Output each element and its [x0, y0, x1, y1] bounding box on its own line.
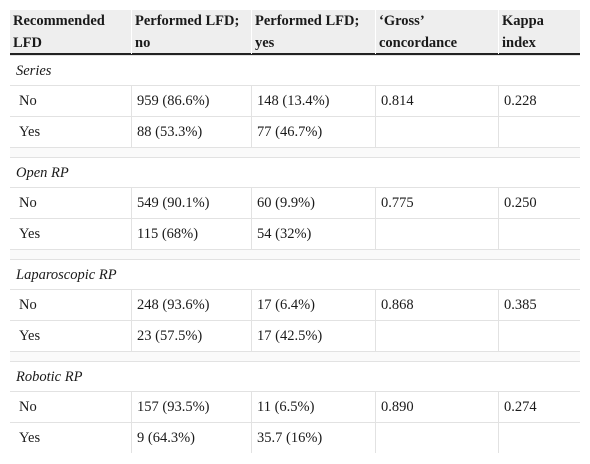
- cell-gross-concordance: [376, 117, 499, 147]
- header-performed-yes: Performed LFD; yes: [252, 10, 376, 54]
- table-row: No 157 (93.5%) 11 (6.5%) 0.890 0.274: [10, 391, 580, 422]
- cell-gross-concordance: [376, 321, 499, 351]
- cell-kappa: [499, 117, 580, 147]
- cell-performed-yes: 77 (46.7%): [252, 117, 376, 147]
- cell-performed-yes: 11 (6.5%): [252, 392, 376, 422]
- cell-kappa: 0.228: [504, 93, 537, 109]
- cell-performed-yes: 17 (6.4%): [252, 290, 376, 320]
- cell-recommended: Yes: [10, 321, 132, 351]
- cell-performed-no: 157 (93.5%): [132, 392, 252, 422]
- cell-kappa: [499, 423, 580, 453]
- cell-kappa: 0.250: [504, 195, 537, 211]
- table-row: Yes 23 (57.5%) 17 (42.5%): [10, 320, 580, 351]
- table-header: Recommended LFD Performed LFD; no Perfor…: [10, 10, 580, 55]
- cell-recommended: No: [10, 188, 132, 218]
- cell-recommended: No: [10, 86, 132, 116]
- cell-recommended: Yes: [10, 423, 132, 453]
- cell-recommended: Yes: [10, 117, 132, 147]
- table-row: Yes 88 (53.3%) 77 (46.7%): [10, 116, 580, 147]
- cell-performed-no: 959 (86.6%): [132, 86, 252, 116]
- cell-kappa: [499, 219, 580, 249]
- cell-performed-yes: 54 (32%): [252, 219, 376, 249]
- section-title: Series: [10, 55, 580, 85]
- cell-performed-no: 23 (57.5%): [132, 321, 252, 351]
- cell-recommended: No: [10, 392, 132, 422]
- row-spacer: [10, 249, 580, 259]
- table-row: No 248 (93.6%) 17 (6.4%) 0.868 0.385: [10, 289, 580, 320]
- cell-kappa: 0.385: [504, 297, 537, 313]
- cell-gross-concordance: 0.890: [376, 392, 499, 422]
- cell-recommended: Yes: [10, 219, 132, 249]
- section-title: Open RP: [10, 157, 580, 187]
- cell-performed-no: 549 (90.1%): [132, 188, 252, 218]
- cell-performed-no: 115 (68%): [132, 219, 252, 249]
- cell-gross-concordance: [376, 219, 499, 249]
- table-row: Yes 115 (68%) 54 (32%): [10, 218, 580, 249]
- cell-kappa: 0.274: [504, 399, 537, 415]
- cell-performed-no: 88 (53.3%): [132, 117, 252, 147]
- cell-performed-yes: 17 (42.5%): [252, 321, 376, 351]
- cell-performed-no: 248 (93.6%): [132, 290, 252, 320]
- cell-kappa: [499, 321, 580, 351]
- cell-recommended: No: [10, 290, 132, 320]
- cell-performed-yes: 35.7 (16%): [252, 423, 376, 453]
- header-recommended-lfd: Recommended LFD: [10, 10, 132, 54]
- table-row: No 959 (86.6%) 148 (13.4%) 0.814 0.228: [10, 85, 580, 116]
- row-spacer: [10, 147, 580, 157]
- cell-performed-yes: 60 (9.9%): [252, 188, 376, 218]
- cell-gross-concordance: 0.868: [376, 290, 499, 320]
- header-kappa-index: Kappa index: [502, 13, 544, 51]
- cell-performed-no: 9 (64.3%): [132, 423, 252, 453]
- cell-gross-concordance: 0.814: [376, 86, 499, 116]
- section-title: Robotic RP: [10, 361, 580, 391]
- cell-gross-concordance: 0.775: [376, 188, 499, 218]
- cell-performed-yes: 148 (13.4%): [252, 86, 376, 116]
- header-performed-no: Performed LFD; no: [132, 10, 252, 54]
- table-row: Yes 9 (64.3%) 35.7 (16%): [10, 422, 580, 453]
- row-spacer: [10, 351, 580, 361]
- cell-gross-concordance: [376, 423, 499, 453]
- section-title: Laparoscopic RP: [10, 259, 580, 289]
- header-gross-concordance: ‘Gross’ concordance: [376, 10, 499, 54]
- results-table: Recommended LFD Performed LFD; no Perfor…: [10, 10, 580, 453]
- table-row: No 549 (90.1%) 60 (9.9%) 0.775 0.250: [10, 187, 580, 218]
